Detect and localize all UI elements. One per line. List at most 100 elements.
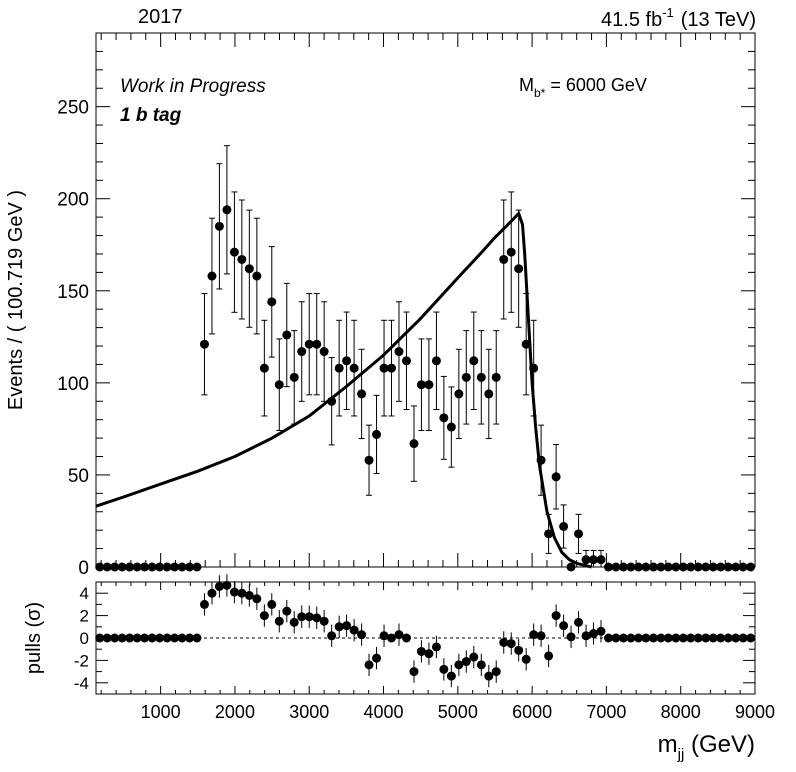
data-point: [267, 297, 277, 307]
data-point: [686, 562, 696, 572]
pull-point: [267, 599, 277, 609]
y-tick-label-pull: 2: [80, 607, 89, 626]
data-point: [544, 529, 554, 539]
pull-point: [312, 613, 322, 623]
x-tick-label: 8000: [661, 702, 701, 722]
data-point: [656, 562, 666, 572]
data-point: [177, 562, 187, 572]
data-point: [701, 562, 711, 572]
data-point: [446, 422, 456, 432]
pull-point: [394, 630, 404, 640]
y-tick-label-pull: 4: [80, 584, 89, 603]
data-point: [140, 562, 150, 572]
pull-point: [140, 633, 150, 643]
signal-curve-layer: [95, 210, 592, 569]
pull-point: [192, 633, 202, 643]
data-point: [252, 271, 262, 281]
pull-point: [641, 633, 651, 643]
data-point: [476, 372, 486, 382]
data-point: [364, 455, 374, 465]
data-point: [536, 455, 546, 465]
y-tick-label-pull: -2: [74, 651, 89, 670]
y-tick-label-top: 200: [57, 190, 89, 211]
data-point: [551, 472, 561, 482]
pull-point: [237, 588, 247, 598]
pull-point: [491, 667, 501, 677]
data-point: [222, 205, 232, 215]
pull-point: [506, 639, 516, 649]
x-tick-label: 5000: [438, 702, 478, 722]
data-point: [229, 247, 239, 257]
pull-point: [297, 612, 307, 622]
pull-point: [349, 625, 359, 635]
data-point: [147, 562, 157, 572]
work-in-progress-label: Work in Progress: [120, 76, 266, 97]
data-point: [618, 562, 628, 572]
pull-point: [147, 633, 157, 643]
data-point: [192, 562, 202, 572]
data-point: [125, 562, 135, 572]
pull-point: [95, 633, 105, 643]
pull-point: [125, 633, 135, 643]
pull-point: [476, 660, 486, 670]
data-point: [424, 380, 434, 390]
pull-point: [536, 631, 546, 641]
pull-point: [581, 631, 591, 641]
axis-ticks: 1000 2000 3000 4000 5000 6000 7000 8000 90000501…: [57, 32, 775, 722]
top-y-axis-title: Events / ( 100.719 GeV ): [5, 190, 27, 410]
data-point: [574, 529, 584, 539]
data-point: [304, 339, 314, 349]
pull-point: [409, 667, 419, 677]
pull-point: [514, 645, 524, 655]
pull-point: [416, 646, 426, 656]
pull-point: [304, 612, 314, 622]
pull-point: [155, 633, 165, 643]
data-point: [596, 555, 606, 565]
btag-label: 1 b tag: [120, 105, 182, 126]
data-point: [259, 363, 269, 373]
pull-point: [319, 616, 329, 626]
data-point: [559, 521, 569, 531]
pull-point: [521, 654, 531, 664]
x-tick-label: 1000: [141, 702, 181, 722]
x-axis-title: mjj (GeV): [658, 731, 755, 763]
data-point: [431, 356, 441, 366]
luminosity-label: 41.5 fb-1 (13 TeV): [601, 5, 756, 31]
mass-prefix: M: [519, 75, 534, 95]
pull-point: [207, 588, 217, 598]
data-point: [132, 562, 142, 572]
data-point: [641, 562, 651, 572]
pull-point: [701, 633, 711, 643]
pull-point: [454, 660, 464, 670]
x-tick-label: 7000: [586, 702, 626, 722]
pull-point: [746, 633, 756, 643]
y-tick-label-top: 150: [57, 282, 89, 303]
data-point: [491, 372, 501, 382]
pull-point: [544, 651, 554, 661]
year-label: 2017: [138, 6, 183, 28]
data-point: [237, 254, 247, 264]
data-point: [274, 380, 284, 390]
pull-point: [132, 633, 142, 643]
data-point: [678, 562, 688, 572]
data-point: [648, 562, 658, 572]
pull-point: [484, 671, 494, 681]
pull-point: [678, 633, 688, 643]
pull-point: [327, 631, 337, 641]
data-point: [633, 562, 643, 572]
pull-point: [229, 587, 239, 597]
y-tick-label-pull: 0: [80, 629, 89, 648]
x-tick-label: 6000: [512, 702, 552, 722]
data-point: [214, 221, 224, 231]
lumi-prefix: 41.5 fb: [601, 9, 662, 31]
y-tick-label-top: 50: [68, 466, 89, 487]
data-point: [334, 363, 344, 373]
data-point: [386, 363, 396, 373]
y-tick-label-pull: -4: [74, 674, 89, 693]
data-point: [514, 264, 524, 274]
data-point: [738, 562, 748, 572]
pull-point: [364, 660, 374, 670]
pull-point: [693, 633, 703, 643]
data-point: [312, 339, 322, 349]
